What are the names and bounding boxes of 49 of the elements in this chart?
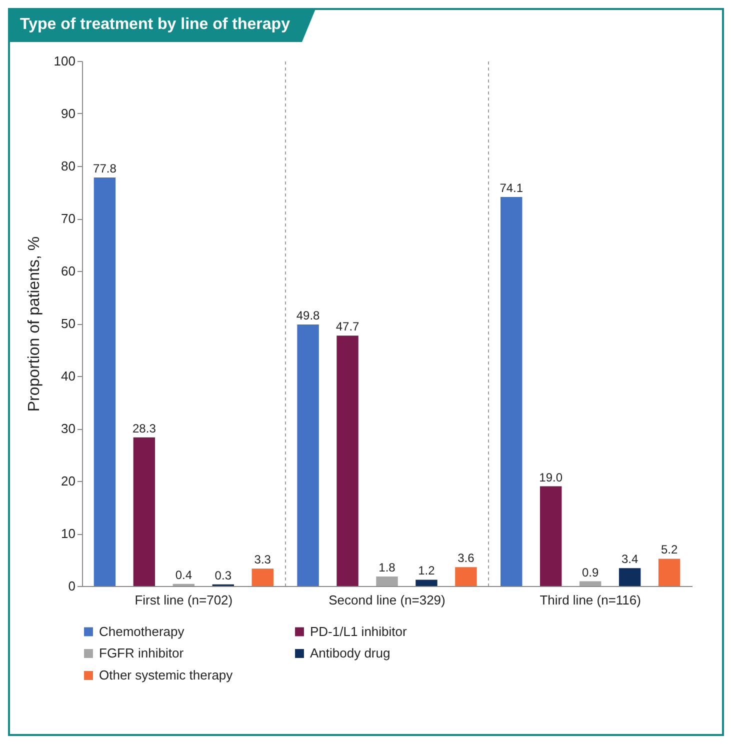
- data-label: 47.7: [336, 320, 360, 334]
- data-label: 77.8: [93, 162, 117, 176]
- y-axis-title: Proportion of patients, %: [26, 236, 43, 412]
- data-label: 0.4: [175, 568, 192, 582]
- x-tick-label: Second line (n=329): [328, 592, 446, 608]
- data-label: 3.6: [458, 551, 475, 566]
- y-tick-label: 30: [61, 421, 76, 436]
- bar: [579, 581, 602, 586]
- y-tick-label: 70: [61, 211, 76, 226]
- bar: [618, 568, 641, 586]
- data-label: 3.3: [254, 552, 272, 567]
- y-tick-label: 100: [54, 54, 76, 68]
- data-label: 28.3: [132, 421, 156, 436]
- x-tick-label: First line (n=702): [134, 592, 233, 608]
- bar: [252, 568, 274, 586]
- bar: [133, 437, 156, 586]
- bar: [376, 576, 398, 586]
- data-label: 1.2: [418, 564, 436, 578]
- y-tick-label: 10: [61, 526, 76, 541]
- legend-label: FGFR inhibitor: [99, 646, 184, 660]
- data-label: 49.8: [296, 308, 320, 323]
- chart-title: Type of treatment by line of therapy: [8, 8, 316, 42]
- y-tick-label: 90: [61, 106, 76, 121]
- bar: [297, 324, 319, 586]
- x-tick-label: Third line (n=116): [540, 592, 641, 608]
- legend-label: PD-1/L1 inhibitor: [310, 624, 408, 639]
- data-label: 0.3: [214, 568, 232, 582]
- y-tick-label: 20: [61, 474, 76, 488]
- bar: [500, 196, 522, 586]
- y-tick-label: 0: [68, 578, 76, 594]
- bar: [336, 336, 358, 586]
- data-label: 1.8: [378, 560, 396, 575]
- bar: [540, 486, 562, 586]
- legend-label: Chemotherapy: [99, 624, 185, 639]
- data-label: 0.9: [582, 565, 599, 580]
- bar: [455, 567, 477, 586]
- bar: [416, 580, 438, 586]
- y-tick-label: 80: [61, 158, 76, 174]
- legend-label: Antibody drug: [310, 646, 390, 660]
- data-label: 19.0: [539, 470, 563, 484]
- data-label: 74.1: [500, 180, 524, 195]
- legend-label: Other systemic therapy: [99, 668, 234, 682]
- bar: [94, 178, 116, 586]
- y-tick-label: 50: [61, 316, 76, 331]
- y-tick-label: 60: [61, 264, 76, 278]
- data-label: 5.2: [660, 542, 678, 557]
- bar: [658, 558, 680, 586]
- data-label: 3.4: [621, 552, 638, 566]
- y-tick-label: 40: [61, 368, 76, 384]
